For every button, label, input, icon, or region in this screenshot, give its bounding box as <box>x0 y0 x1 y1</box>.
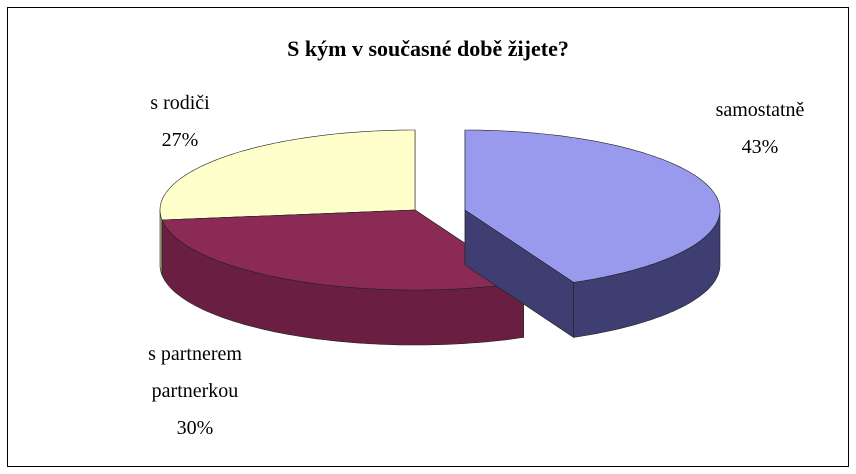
data-label: samostatně 43% <box>716 92 805 166</box>
label-name: s partnerem partnerkou <box>148 343 242 402</box>
label-name: s rodiči <box>150 92 210 114</box>
slice <box>159 129 416 221</box>
chart-title: S kým v současné době žijete? <box>287 36 569 61</box>
label-value: 30% <box>176 417 214 439</box>
data-label: s partnerem partnerkou 30% <box>125 336 265 447</box>
label-value: 43% <box>741 136 779 158</box>
label-value: 27% <box>161 129 199 151</box>
data-label: s rodiči 27% <box>150 85 209 159</box>
slice <box>464 129 721 283</box>
slice <box>161 209 525 291</box>
pie <box>159 129 721 346</box>
label-name: samostatně <box>715 99 805 121</box>
